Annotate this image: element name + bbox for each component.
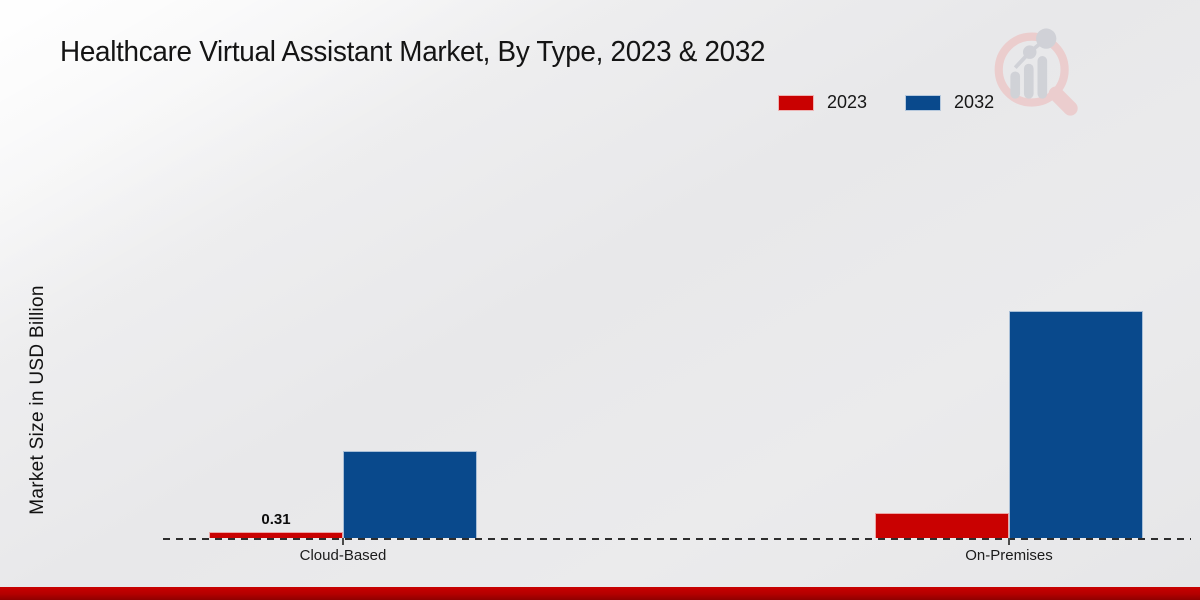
legend-label: 2032: [954, 92, 995, 112]
legend: 2023 2032: [778, 92, 994, 113]
x-axis-category-label: Cloud-Based: [299, 547, 387, 564]
x-axis-tick: [342, 538, 344, 545]
bar-value-label: 0.31: [261, 510, 291, 528]
x-axis-baseline: [163, 538, 1191, 540]
magnifier-bar-chart-logo: [991, 26, 1083, 118]
bar-2023-cloud-based: [209, 531, 343, 538]
legend-item-2023: 2023: [778, 92, 867, 113]
legend-swatch-2032: [905, 94, 942, 111]
chart-title: Healthcare Virtual Assistant Market, By …: [60, 36, 766, 68]
legend-swatch-2023: [778, 94, 814, 111]
footer-accent-bar: [0, 587, 1200, 600]
x-axis-tick: [1008, 538, 1010, 545]
bar-2023-on-premises: [875, 512, 1009, 538]
legend-label: 2023: [827, 92, 868, 112]
bar-2032-on-premises: [1009, 311, 1143, 538]
x-axis-category-label: On-Premises: [965, 547, 1053, 564]
bar-2032-cloud-based: [343, 450, 477, 538]
legend-item-2032: 2032: [905, 92, 994, 113]
